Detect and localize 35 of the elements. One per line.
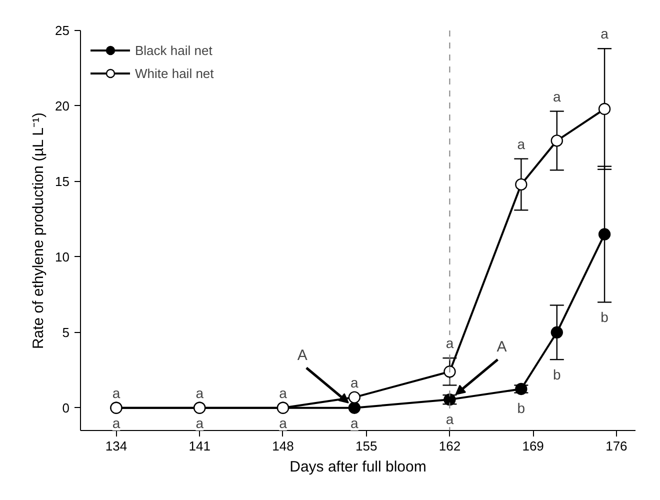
x-tick-label: 155 (355, 438, 378, 454)
y-tick-label: 10 (55, 249, 70, 264)
annotation: a (350, 374, 359, 390)
legend-label: White hail net (135, 66, 214, 80)
y-tick-label: 0 (62, 400, 70, 416)
x-tick-label: 176 (606, 438, 628, 454)
y-axis-title: Rate of ethylene production (µL L⁻¹) (30, 112, 48, 350)
y-tick-label: 15 (55, 174, 70, 189)
annotation: a (553, 88, 561, 104)
annotation: b (517, 400, 526, 416)
annotation: a (446, 411, 454, 428)
x-tick-label: 134 (105, 438, 128, 454)
y-tick-label: 25 (55, 23, 70, 38)
annotation: a (112, 414, 120, 431)
x-tick-label: 141 (188, 438, 210, 454)
legend-label: Black hail net (135, 42, 212, 58)
annotation: A (496, 338, 507, 356)
x-tick-label: 148 (272, 438, 294, 454)
y-tick-label: 5 (62, 324, 70, 340)
x-axis-title: Days after full bloom (290, 458, 426, 476)
annotation: b (553, 366, 561, 383)
annotation: a (446, 335, 454, 352)
annotation: a (600, 26, 609, 42)
annotation: a (196, 414, 204, 431)
annotation: a (196, 384, 204, 401)
annotation: a (279, 384, 288, 401)
annotation: a (279, 414, 288, 431)
annotation: a (517, 136, 526, 152)
annotation: a (350, 414, 359, 431)
annotation: a (112, 384, 120, 401)
y-tick-label: 20 (55, 98, 70, 114)
x-tick-label: 162 (438, 438, 461, 454)
annotation: b (600, 309, 609, 326)
x-tick-label: 169 (522, 438, 544, 454)
annotation: A (297, 346, 308, 364)
